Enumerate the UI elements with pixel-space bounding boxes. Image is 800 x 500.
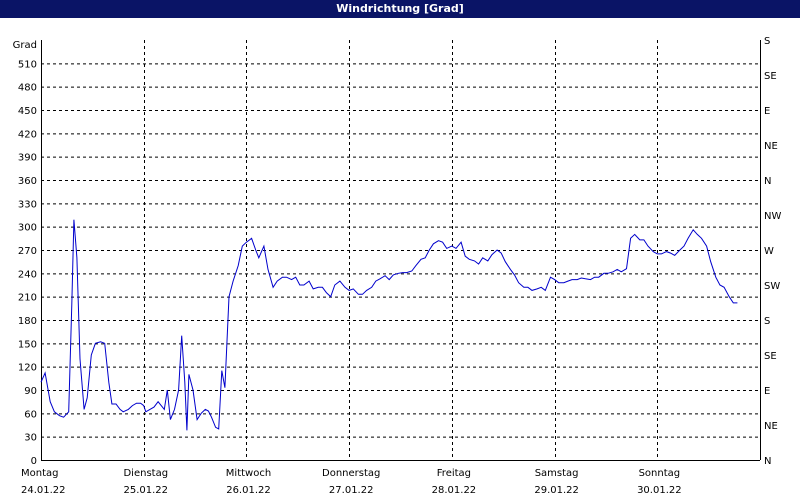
right-axis-label: W: [764, 246, 774, 257]
x-axis-day-label: Sonntag: [639, 468, 681, 479]
y-tick-label: 90: [24, 386, 37, 397]
right-axis-label: SW: [764, 281, 780, 292]
y-tick-label: 60: [24, 409, 37, 420]
x-axis-day-label: Montag: [21, 468, 58, 479]
y-tick-label: 270: [18, 246, 37, 257]
y-tick-label: 450: [18, 106, 37, 117]
x-axis-date-label: 26.01.22: [226, 485, 271, 496]
right-axis-label: E: [764, 386, 770, 397]
right-axis-label: S: [764, 316, 770, 327]
window-title: Windrichtung [Grad]: [0, 0, 800, 18]
x-axis-day-label: Mittwoch: [226, 468, 271, 479]
wind-direction-line: [40, 219, 738, 431]
y-tick-label: 120: [18, 363, 37, 374]
x-axis-date-label: 29.01.22: [534, 485, 579, 496]
y-tick-label: 150: [18, 339, 37, 350]
x-axis-date-label: 25.01.22: [124, 485, 169, 496]
x-axis-date-label: 28.01.22: [432, 485, 477, 496]
right-axis-label: SE: [764, 351, 777, 362]
x-axis-date-label: 24.01.22: [21, 485, 66, 496]
right-axis-label: N: [764, 456, 771, 467]
y-tick-label: 240: [18, 269, 37, 280]
right-axis-label: NE: [764, 141, 778, 152]
y-tick-label: 180: [18, 316, 37, 327]
y-tick-label: 420: [18, 129, 37, 140]
y-tick-label: 510: [18, 59, 37, 70]
right-axis-label: NE: [764, 421, 778, 432]
right-axis-label: E: [764, 106, 770, 117]
x-axis-day-label: Donnerstag: [322, 468, 380, 479]
right-axis-label: N: [764, 176, 771, 187]
y-axis-unit: Grad: [13, 40, 37, 51]
x-axis-day-label: Samstag: [535, 468, 579, 479]
x-axis-date-label: 27.01.22: [329, 485, 374, 496]
y-tick-label: 330: [18, 199, 37, 210]
y-tick-label: 480: [18, 83, 37, 94]
y-tick-label: 390: [18, 153, 37, 164]
y-tick-label: 360: [18, 176, 37, 187]
x-axis-day-label: Freitag: [437, 468, 471, 479]
y-tick-label: 0: [31, 456, 37, 467]
right-axis-label: S: [764, 36, 770, 47]
y-tick-label: 210: [18, 293, 37, 304]
y-tick-label: 300: [18, 223, 37, 234]
y-tick-label: 30: [24, 433, 37, 444]
right-axis-label: SE: [764, 71, 777, 82]
x-axis-date-label: 30.01.22: [637, 485, 682, 496]
right-axis-label: NW: [764, 211, 781, 222]
x-axis-day-label: Dienstag: [123, 468, 168, 479]
